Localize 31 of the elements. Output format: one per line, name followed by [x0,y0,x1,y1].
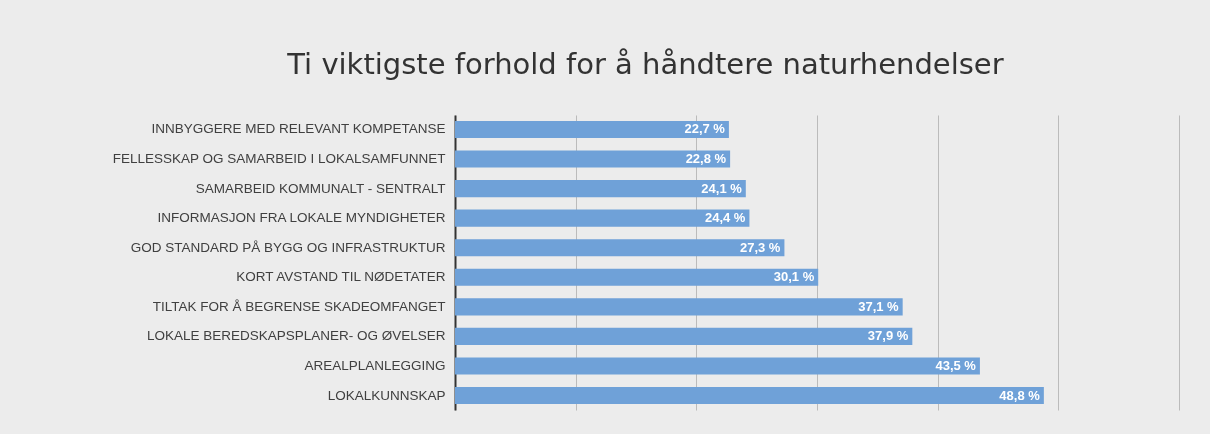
data-label: 43,5 % [935,357,977,373]
y-tick-label: LOKALE BEREDSKAPSPLANER- OG ØVELSER [146,328,446,344]
y-tick-label: TILTAK FOR Å BEGRENSE SKADEOMFANGET [152,298,446,314]
y-tick-label: INNBYGGERE MED RELEVANT KOMPETANSE [151,121,446,137]
data-label: 37,1 % [858,298,900,314]
bar [455,150,731,168]
bar [455,268,819,286]
bar [455,357,980,375]
data-label: 24,1 % [701,180,743,196]
bar [455,298,903,316]
y-tick-label: FELLESSKAP OG SAMARBEID I LOKALSAMFUNNET [112,151,446,167]
y-tick-label: GOD STANDARD PÅ BYGG OG INFRASTRUKTUR [130,239,446,255]
bar [455,209,750,227]
y-tick-label: SAMARBEID KOMMUNALT - SENTRALT [195,180,446,196]
bar [455,239,785,257]
data-label: 48,8 % [999,387,1041,403]
y-tick-label: AREALPLANLEGGING [304,357,446,373]
bar [455,180,746,198]
bar [455,120,729,139]
data-label: 37,9 % [867,328,909,344]
bar [455,386,1044,405]
y-tick-label: LOKALKUNNSKAP [327,387,446,403]
data-label: 27,3 % [739,239,781,255]
y-tick-label: KORT AVSTAND TIL NØDETATER [236,269,446,285]
bar [455,327,913,345]
y-tick-label: INFORMASJON FRA LOKALE MYNDIGHETER [157,210,446,226]
chart-title: Ti viktigste forhold for å håndtere naturhendelser [286,47,1004,81]
data-label: 22,7 % [684,121,726,137]
data-label: 22,8 % [685,151,727,167]
data-label: 30,1 % [773,269,815,285]
data-label: 24,4 % [704,210,746,226]
